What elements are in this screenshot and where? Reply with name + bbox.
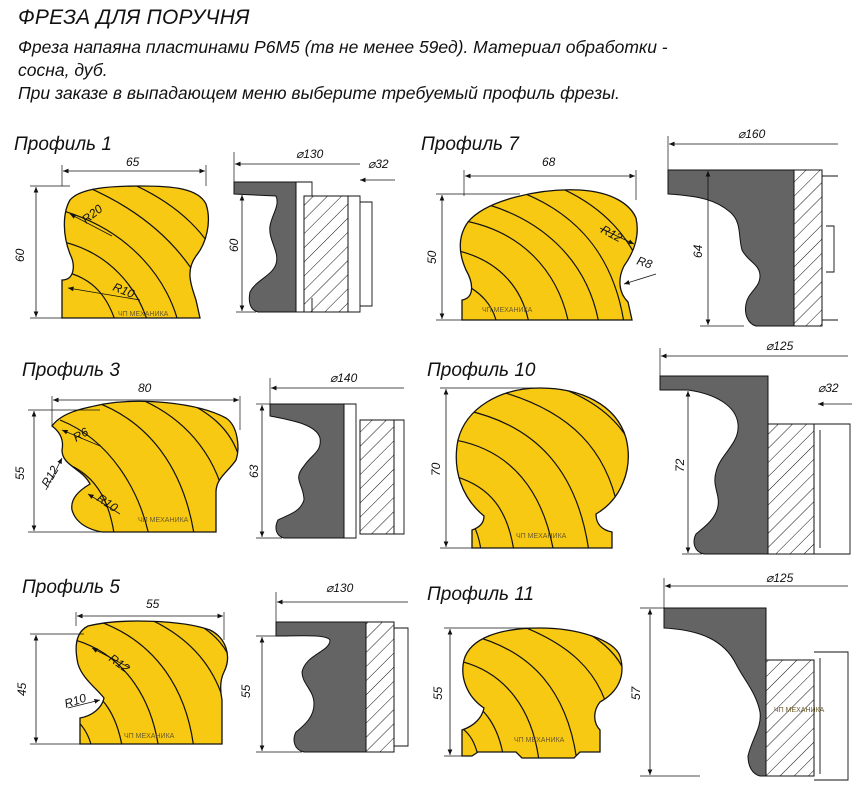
profile-1-cutter-dia: ⌀130 bbox=[296, 147, 324, 161]
profile-10-label: Профиль 10 bbox=[427, 360, 536, 381]
profile-7-label: Профиль 7 bbox=[421, 134, 519, 155]
profile-5-radius-b: R10 bbox=[63, 691, 89, 711]
profile-3-label: Профиль 3 bbox=[22, 360, 120, 381]
profile-7-height: 50 bbox=[425, 250, 439, 264]
profile-3-radius-a: R6 bbox=[71, 425, 92, 445]
profile-7-cutter-height: 64 bbox=[691, 244, 705, 258]
profile-7-cutter: ⌀160 64 bbox=[667, 127, 838, 327]
profile-5-height: 45 bbox=[15, 682, 29, 696]
watermark-11: ЧП МЕХАНИКА bbox=[514, 737, 565, 744]
profile-3-cutter-dia: ⌀140 bbox=[330, 371, 358, 385]
profile-1-height: 60 bbox=[13, 248, 27, 262]
profile-3-wood: ЧП МЕХАНИКА 80 55 R6 R12 R10 bbox=[13, 381, 241, 533]
description-line-3: При заказе в выпадающем меню выберите тр… bbox=[18, 83, 620, 103]
profile-11-cutter-height: 57 bbox=[629, 685, 643, 700]
profile-11-wood: ЧП МЕХАНИКА 55 bbox=[431, 627, 623, 759]
profile-1-cutter-height: 60 bbox=[227, 238, 241, 252]
header: ФРЕЗА ДЛЯ ПОРУЧНЯ Фреза напаяна пластина… bbox=[18, 6, 848, 105]
profile-10-cutter-height: 72 bbox=[673, 458, 687, 472]
description-line-2: сосна, дуб. bbox=[18, 60, 108, 80]
profile-1-cutter: ⌀130 ⌀32 60 bbox=[227, 147, 395, 313]
profile-5-cutter-height: 55 bbox=[239, 684, 253, 698]
profile-3-cutter-height: 63 bbox=[247, 464, 261, 478]
profile-7-width: 68 bbox=[542, 155, 556, 169]
profile-7-radius-b: R8 bbox=[635, 254, 654, 272]
profile-3-height: 55 bbox=[13, 466, 27, 480]
profile-5-cutter-dia: ⌀130 bbox=[326, 581, 354, 595]
profile-3-width: 80 bbox=[138, 381, 152, 395]
profile-11-height: 55 bbox=[431, 686, 445, 700]
profile-3-cutter: ⌀140 63 bbox=[247, 371, 405, 539]
profile-1-width: 65 bbox=[126, 155, 140, 169]
profile-7-wood: ЧП МЕХАНИКА 68 50 R12 R8 bbox=[425, 155, 657, 321]
profile-5-cutter: ⌀130 55 bbox=[239, 581, 409, 753]
profile-10-bore-dia: ⌀32 bbox=[818, 381, 839, 395]
watermark-5: ЧП МЕХАНИКА bbox=[124, 733, 175, 740]
profile-10-height: 70 bbox=[429, 462, 443, 476]
watermark-11-cutter: ЧП МЕХАНИКА bbox=[774, 707, 825, 714]
profile-1-bore-dia: ⌀32 bbox=[368, 157, 389, 171]
profile-10-cutter-dia: ⌀125 bbox=[766, 339, 794, 353]
page-title: ФРЕЗА ДЛЯ ПОРУЧНЯ bbox=[18, 6, 250, 29]
watermark-1: ЧП МЕХАНИКА bbox=[118, 311, 169, 318]
profile-7-cutter-dia: ⌀160 bbox=[738, 127, 766, 141]
watermark-10: ЧП МЕХАНИКА bbox=[516, 533, 567, 540]
profile-11-label: Профиль 11 bbox=[427, 584, 535, 605]
watermark-3: ЧП МЕХАНИКА bbox=[138, 517, 189, 524]
profile-3-radius-b: R12 bbox=[38, 463, 61, 489]
watermark-7: ЧП МЕХАНИКА bbox=[482, 307, 533, 314]
profile-10-cutter: ⌀125 ⌀32 72 bbox=[659, 339, 852, 555]
profile-5-label: Профиль 5 bbox=[22, 577, 120, 598]
profile-10-wood: ЧП МЕХАНИКА 70 bbox=[429, 387, 629, 549]
profile-5-width: 55 bbox=[146, 597, 160, 611]
profile-1-wood: ЧП МЕХАНИКА 65 60 R20 R10 bbox=[13, 155, 210, 319]
profile-1-label: Профиль 1 bbox=[14, 134, 112, 155]
profile-11-cutter: ЧП МЕХАНИКА ⌀125 57 bbox=[629, 571, 849, 781]
description-line-1: Фреза напаяна пластинами Р6М5 (тв не мен… bbox=[18, 37, 668, 57]
profile-11-cutter-dia: ⌀125 bbox=[766, 571, 794, 585]
profile-5-wood: ЧП МЕХАНИКА 55 45 R12 R10 bbox=[15, 597, 229, 745]
